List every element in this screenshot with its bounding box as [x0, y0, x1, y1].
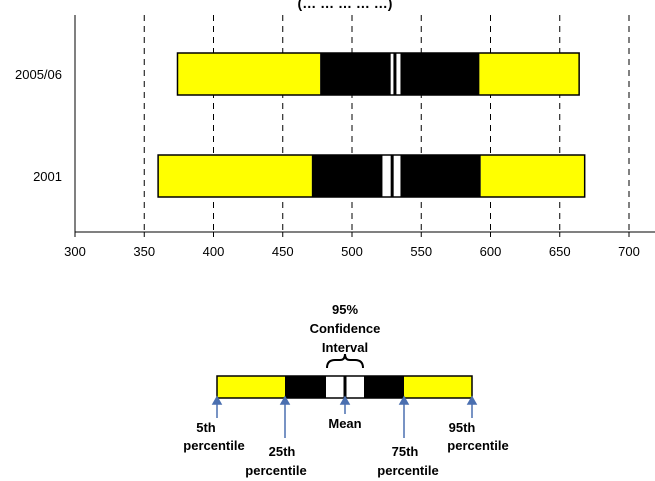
legend-p75-label-line1: 75th	[392, 444, 419, 459]
x-tick-label: 550	[410, 244, 432, 259]
bar-tail-left	[158, 155, 312, 197]
percentile-chart: (… … … … …) 300 350 400 450 500 550 600 650 700 2…	[15, 0, 655, 259]
legend-ci-brace	[326, 353, 364, 369]
x-tick-label: 450	[272, 244, 294, 259]
legend-middle-left	[285, 376, 326, 398]
bar-middle-left	[320, 53, 391, 95]
legend-arrowhead-p75	[398, 395, 410, 405]
legend-p95-label-line2: percentile	[447, 438, 508, 453]
legend-arrowhead-p25	[279, 395, 291, 405]
legend-p5-label-line2: percentile	[183, 438, 244, 453]
bar-outline	[157, 154, 586, 198]
bar-middle-right	[400, 53, 480, 95]
bar-middle-right	[400, 155, 481, 197]
bar-tail-right	[480, 155, 585, 197]
legend-arrowhead-p5	[211, 395, 223, 405]
legend-arrowhead-p95	[466, 395, 478, 405]
bar-middle-left	[311, 155, 383, 197]
x-tick-label: 300	[64, 244, 86, 259]
legend-p95-label-line1: 95th	[449, 420, 476, 435]
legend-arrowhead-mean	[339, 395, 351, 405]
legend-p5-label-line1: 5th	[196, 420, 216, 435]
legend-mean-label: Mean	[328, 416, 361, 431]
x-tick-label: 700	[618, 244, 640, 259]
legend-ci-heading-line3: Interval	[322, 340, 368, 355]
chart-title: (… … … … …)	[298, 0, 393, 11]
x-tick-label: 600	[480, 244, 502, 259]
x-tick-label: 650	[549, 244, 571, 259]
bar-outline	[176, 52, 580, 96]
y-category-label: 2001	[33, 169, 62, 184]
legend-middle-right	[364, 376, 404, 398]
legend-p25-label-line1: 25th	[269, 444, 296, 459]
x-tick-label: 500	[341, 244, 363, 259]
legend-tail-right	[404, 376, 472, 398]
bar-tail-right	[479, 53, 580, 95]
legend-ci-heading-line2: Confidence	[310, 321, 381, 336]
legend-p25-label-line2: percentile	[245, 463, 306, 478]
bar-tail-left	[177, 53, 321, 95]
x-tick-label: 350	[133, 244, 155, 259]
legend-tail-left	[217, 376, 285, 398]
legend-ci-heading-line1: 95%	[332, 302, 358, 317]
y-category-label: 2005/06	[15, 67, 62, 82]
x-tick-label: 400	[203, 244, 225, 259]
legend-p75-label-line2: percentile	[377, 463, 438, 478]
